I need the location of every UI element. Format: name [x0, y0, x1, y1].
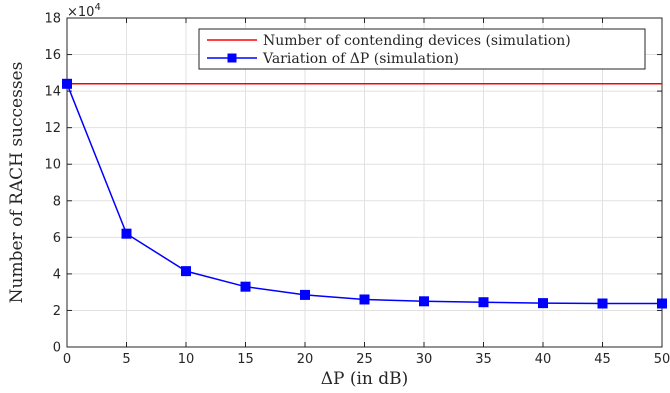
data-point — [597, 298, 608, 309]
y-tick-label: 18 — [44, 12, 61, 27]
legend-label: Variation of ΔP (simulation) — [262, 51, 459, 67]
x-tick-label: 30 — [416, 352, 433, 367]
series-2 — [62, 78, 667, 309]
y-axis-label: Number of RACH successes — [7, 62, 27, 304]
y-tick-label: 0 — [53, 341, 61, 356]
y-tick-label: 12 — [44, 121, 61, 136]
data-point — [121, 228, 132, 239]
y-tick-label: 8 — [53, 194, 61, 209]
x-tick-label: 45 — [594, 352, 611, 367]
x-tick-label: 50 — [654, 352, 670, 367]
data-point — [419, 296, 429, 307]
data-point — [478, 297, 489, 308]
x-tick-label: 15 — [237, 352, 254, 367]
y-tick-label: 2 — [53, 304, 61, 319]
legend-box — [198, 28, 646, 70]
axis-ticks: 0 5 10 15 20 25 30 35 40 45 50 0 2 4 6 8 10 12 14 16 18 — [44, 12, 670, 368]
x-tick-label: 10 — [178, 352, 195, 367]
legend: Number of contending devices (simulation… — [198, 28, 646, 70]
y-axis-multiplier: ×104 — [67, 2, 101, 20]
y-tick-label: 16 — [44, 48, 61, 63]
y-tick-label: 14 — [44, 85, 61, 100]
x-tick-label: 40 — [535, 352, 552, 367]
x-tick-label: 20 — [297, 352, 314, 367]
legend-entry: Number of contending devices (simulation… — [207, 33, 571, 49]
y-tick-label: 10 — [44, 158, 61, 173]
data-point — [359, 294, 370, 305]
x-tick-label: 0 — [63, 352, 71, 367]
x-tick-label: 25 — [356, 352, 373, 367]
x-axis-label: ΔP (in dB) — [321, 369, 409, 389]
data-point — [181, 266, 191, 277]
y-tick-label: 4 — [53, 267, 61, 282]
y-tick-label: 6 — [53, 231, 61, 246]
data-point — [240, 281, 251, 292]
x-tick-label: 35 — [475, 352, 492, 367]
series-layer — [62, 78, 667, 309]
legend-label: Number of contending devices (simulation… — [263, 33, 571, 49]
data-point — [657, 298, 667, 309]
legend-entry: Variation of ΔP (simulation) — [207, 51, 459, 67]
data-point — [62, 78, 72, 89]
data-point — [538, 298, 548, 309]
legend-marker — [227, 53, 237, 63]
x-tick-label: 5 — [122, 352, 130, 367]
data-point — [300, 289, 310, 300]
